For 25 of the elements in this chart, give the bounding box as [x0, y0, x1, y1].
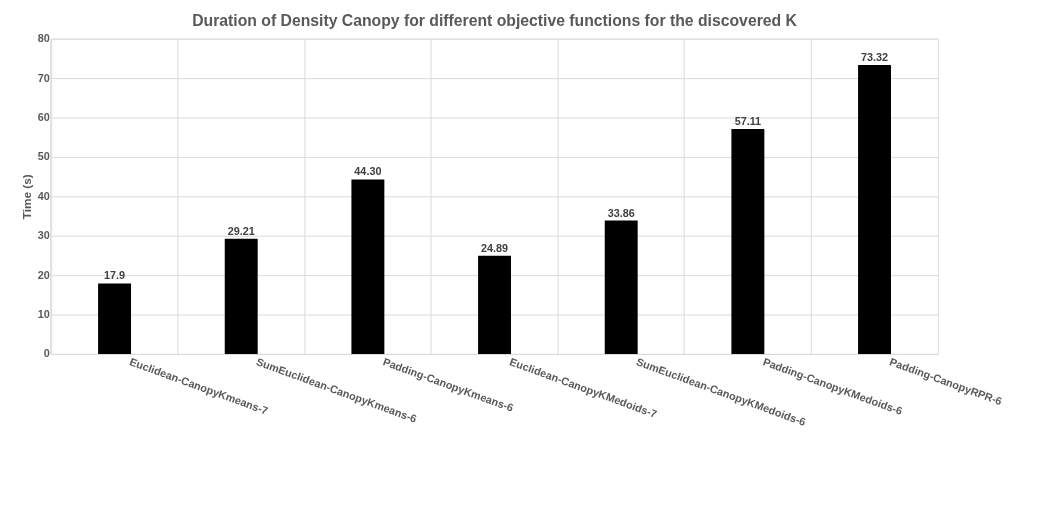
- chart-title: Duration of Density Canopy for different objective functions for the discovered K: [192, 11, 798, 29]
- data-label: 73.32: [860, 51, 889, 64]
- data-label: 57.11: [734, 114, 762, 127]
- bar: [604, 220, 638, 354]
- bar: [98, 283, 132, 354]
- y-tick-label: 0: [43, 347, 50, 360]
- bar: [351, 179, 385, 354]
- bar: [478, 255, 512, 354]
- y-tick-label: 80: [37, 32, 50, 45]
- y-tick-label: 60: [37, 110, 50, 123]
- bar: [731, 128, 765, 354]
- data-label: 17.9: [104, 269, 126, 282]
- y-tick-label: 10: [37, 307, 50, 320]
- bar: [858, 65, 891, 354]
- data-label: 29.21: [227, 224, 255, 237]
- y-axis-title: Time (s): [19, 174, 34, 220]
- y-tick-label: 70: [37, 71, 50, 84]
- data-label: 44.30: [354, 165, 382, 178]
- y-tick-label: 30: [37, 229, 50, 242]
- data-label: 24.89: [480, 241, 509, 254]
- y-tick-label: 20: [37, 268, 50, 281]
- data-label: 33.86: [607, 206, 635, 219]
- y-tick-label: 40: [37, 189, 50, 202]
- bar: [224, 238, 258, 354]
- y-tick-label: 50: [37, 150, 50, 163]
